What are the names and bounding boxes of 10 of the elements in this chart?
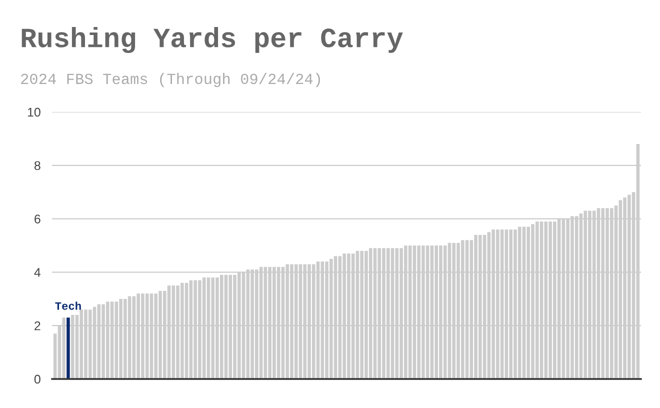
y-tick-label: 0 [34,374,40,384]
chart-title: Rushing Yards per Carry [22,26,403,54]
y-tick-label: 2 [34,321,40,330]
y-tick-label: 6 [34,214,40,224]
bar [66,318,70,379]
y-tick-label: 10 [28,108,40,117]
annotation: Tech [55,302,81,310]
chart-subtitle: 2024 FBS Teams (Through 09/24/24) [21,72,320,88]
y-tick-label: 8 [34,161,40,170]
y-tick-label: 4 [34,268,41,277]
